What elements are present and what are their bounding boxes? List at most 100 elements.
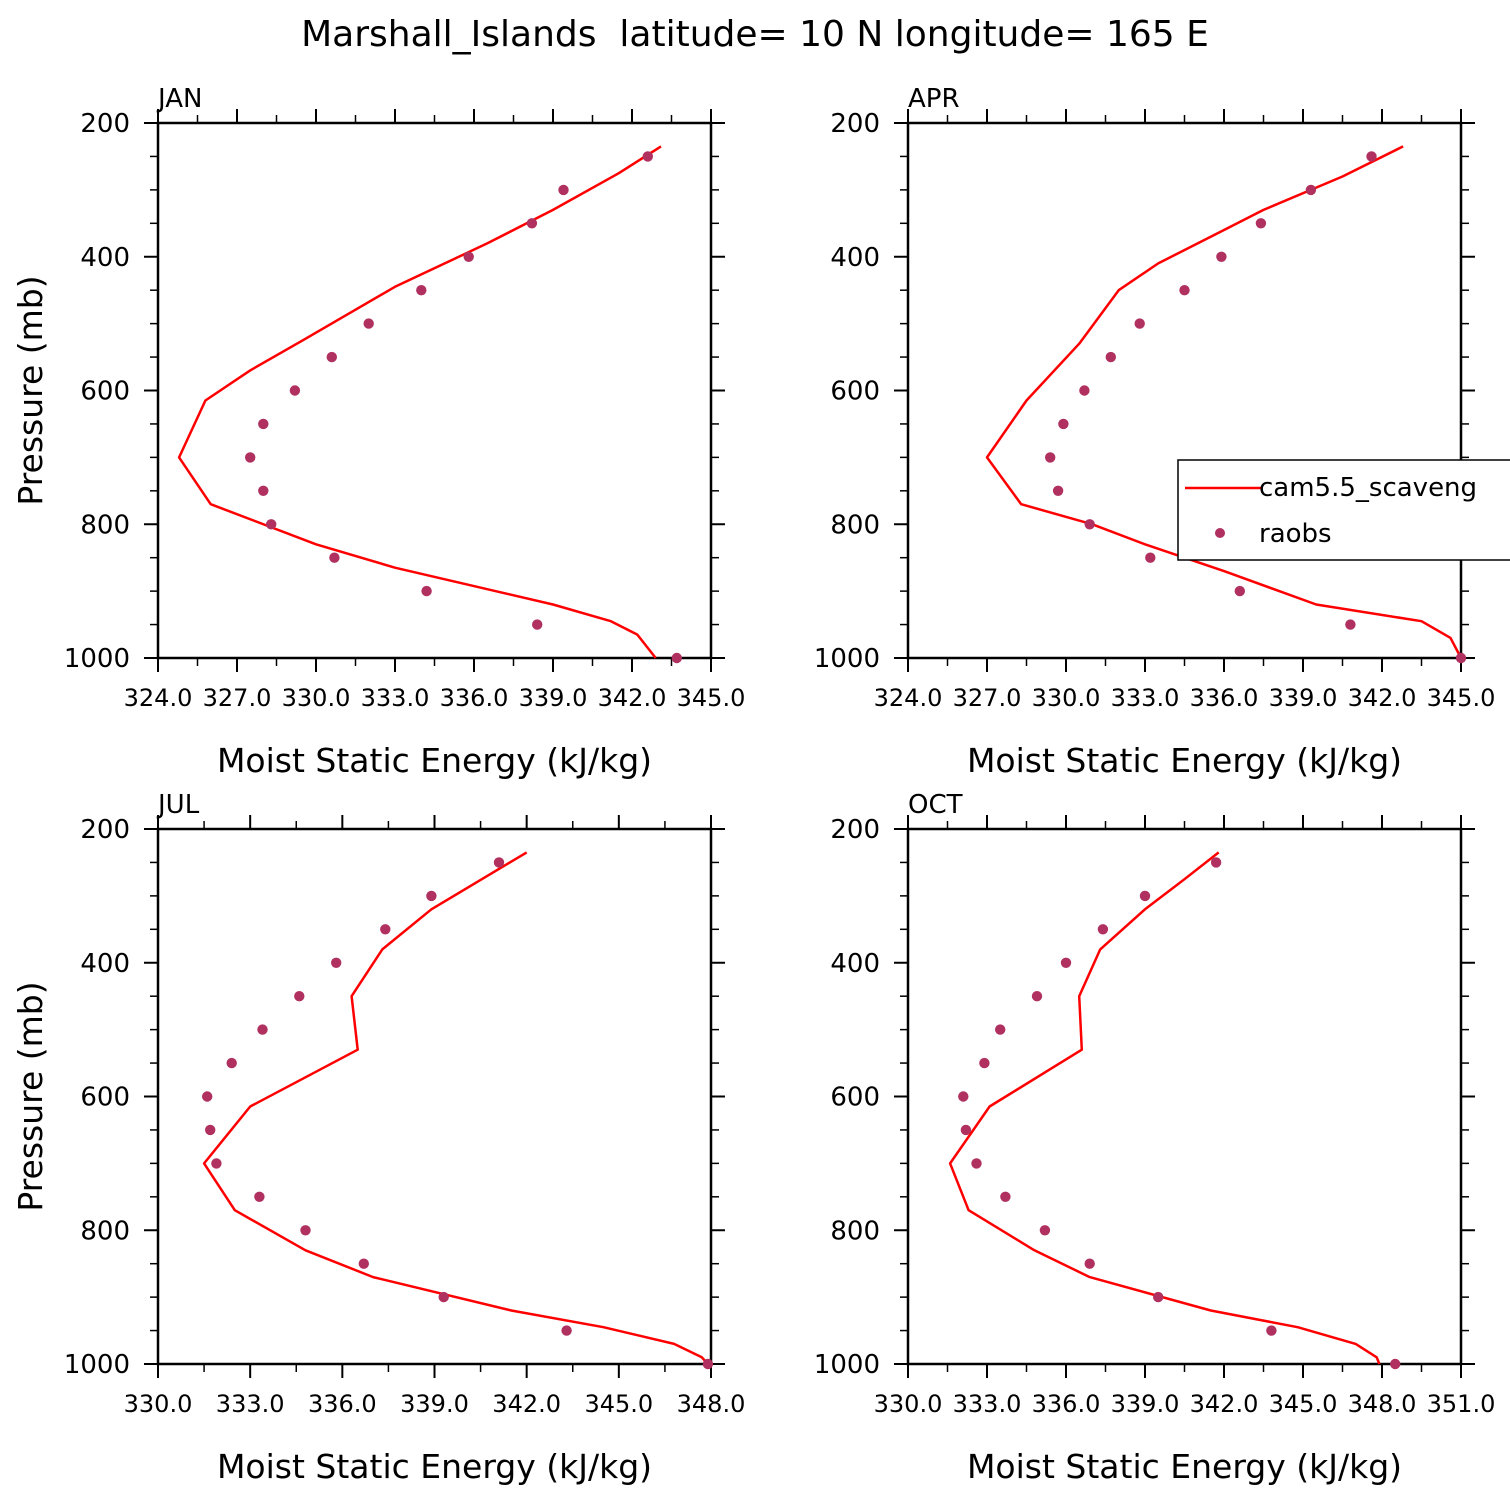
x-tick-label: 339.0	[1111, 1390, 1180, 1418]
data-point-raobs	[1000, 1191, 1011, 1203]
y-tick-label: 200	[80, 109, 130, 139]
data-point-raobs	[1255, 218, 1267, 229]
data-point-raobs	[1058, 418, 1069, 430]
y-tick-label: 800	[80, 510, 130, 540]
x-tick-label: 333.0	[216, 1390, 285, 1418]
data-point-raobs	[329, 552, 340, 563]
data-point-raobs	[1234, 585, 1246, 597]
y-tick-label: 200	[80, 815, 130, 845]
y-tick-label: 800	[830, 510, 880, 540]
data-point-raobs	[1153, 1291, 1164, 1303]
y-tick-label: 400	[830, 949, 880, 979]
y-tick-label: 1000	[814, 1350, 880, 1380]
data-point-raobs	[363, 318, 374, 329]
data-point-raobs	[1031, 991, 1043, 1002]
data-point-raobs	[958, 1091, 969, 1102]
data-point-raobs	[995, 1024, 1006, 1035]
panel-jan: 324.0 327.0 330.0 333.0 336.0 339.0 342.0 345.0…	[11, 84, 745, 780]
x-tick-label: 339.0	[400, 1390, 469, 1418]
legend-model-label: cam5.5_scaveng	[1259, 473, 1477, 503]
x-tick-label: 333.0	[953, 1390, 1022, 1418]
data-point-raobs	[1105, 351, 1117, 363]
data-point-raobs	[421, 585, 432, 597]
data-point-raobs	[1060, 957, 1072, 968]
plot-area	[177, 145, 682, 664]
x-tick-label: 330.0	[1032, 684, 1101, 712]
x-tick-label: 348.0	[677, 1390, 746, 1418]
x-tick-label: 345.0	[1269, 1390, 1338, 1418]
y-tick-label: 400	[830, 243, 880, 273]
y-axis-label: Pressure (mb)	[11, 981, 50, 1211]
x-tick-label: 336.0	[440, 684, 509, 712]
y-axis-label: Pressure (mb)	[11, 275, 50, 505]
data-point-raobs	[463, 251, 474, 262]
data-point-raobs	[1039, 1225, 1051, 1236]
data-point-raobs	[642, 151, 653, 162]
data-point-raobs	[1366, 151, 1377, 162]
y-tick-label: 200	[830, 815, 880, 845]
data-point-raobs	[960, 1124, 972, 1136]
y-tick-label: 1000	[64, 1350, 130, 1380]
x-tick-label: 333.0	[1111, 684, 1180, 712]
data-point-raobs	[416, 285, 427, 296]
series-line-cam5.5	[948, 851, 1381, 1365]
data-point-raobs	[1139, 890, 1151, 902]
x-tick-label: 336.0	[1190, 684, 1259, 712]
y-tick-label: 600	[80, 1083, 130, 1113]
data-point-raobs	[1134, 318, 1145, 329]
data-point-raobs	[1052, 485, 1064, 496]
data-point-raobs	[300, 1225, 311, 1236]
data-point-raobs	[211, 1158, 222, 1169]
data-point-raobs	[1390, 1358, 1401, 1370]
data-point-raobs	[226, 1057, 237, 1069]
data-point-raobs	[1084, 519, 1095, 530]
x-tick-label: 348.0	[1348, 1390, 1417, 1418]
y-tick-label: 1000	[814, 644, 880, 674]
series-line-cam5.5	[177, 145, 662, 659]
data-point-raobs	[1145, 552, 1156, 563]
data-point-raobs	[1216, 251, 1227, 262]
y-tick-label: 800	[80, 1216, 130, 1246]
x-tick-label: 327.0	[953, 684, 1022, 712]
data-point-raobs	[526, 218, 538, 229]
panel-jul: 330.0 333.0 336.0 339.0 342.0 345.0 348.0 200 40…	[11, 790, 745, 1486]
x-tick-label: 342.0	[492, 1390, 561, 1418]
x-axis-label: Moist Static Energy (kJ/kg)	[967, 741, 1402, 780]
x-tick-label: 327.0	[203, 684, 272, 712]
x-tick-label: 345.0	[1427, 684, 1496, 712]
y-tick-label: 600	[830, 1083, 880, 1113]
x-tick-label: 339.0	[519, 684, 588, 712]
legend-marker-swatch	[1215, 528, 1225, 538]
data-point-raobs	[380, 924, 391, 935]
y-tick-label: 400	[80, 243, 130, 273]
x-tick-label: 336.0	[1032, 1390, 1101, 1418]
legend-obs-label: raobs	[1259, 519, 1332, 549]
x-axis-label: Moist Static Energy (kJ/kg)	[217, 741, 652, 780]
x-tick-label: 345.0	[584, 1390, 653, 1418]
data-point-raobs	[266, 519, 277, 530]
y-tick-label: 200	[830, 109, 880, 139]
legend: cam5.5_scaveng raobs	[1177, 459, 1510, 561]
data-point-raobs	[493, 857, 505, 868]
y-tick-label: 400	[80, 949, 130, 979]
data-point-raobs	[258, 485, 269, 496]
y-tick-label: 600	[830, 377, 880, 407]
panel-oct: 330.0 333.0 336.0 339.0 342.0 345.0 348.0 351.0…	[814, 790, 1496, 1486]
data-point-raobs	[289, 385, 301, 396]
y-tick-label: 1000	[64, 644, 130, 674]
x-tick-label: 342.0	[598, 684, 667, 712]
data-point-raobs	[245, 452, 256, 463]
x-tick-label: 351.0	[1427, 1390, 1496, 1418]
x-tick-label: 339.0	[1269, 684, 1338, 712]
data-point-raobs	[1084, 1258, 1095, 1269]
x-tick-label: 324.0	[124, 684, 193, 712]
data-point-raobs	[202, 1091, 213, 1102]
panel-title: JAN	[156, 84, 202, 114]
x-axis-label: Moist Static Energy (kJ/kg)	[217, 1447, 652, 1486]
data-point-raobs	[1179, 285, 1190, 296]
plot-area	[985, 145, 1467, 664]
x-axis-label: Moist Static Energy (kJ/kg)	[967, 1447, 1402, 1486]
data-point-raobs	[254, 1191, 265, 1203]
series-line-cam5.5	[985, 145, 1463, 659]
